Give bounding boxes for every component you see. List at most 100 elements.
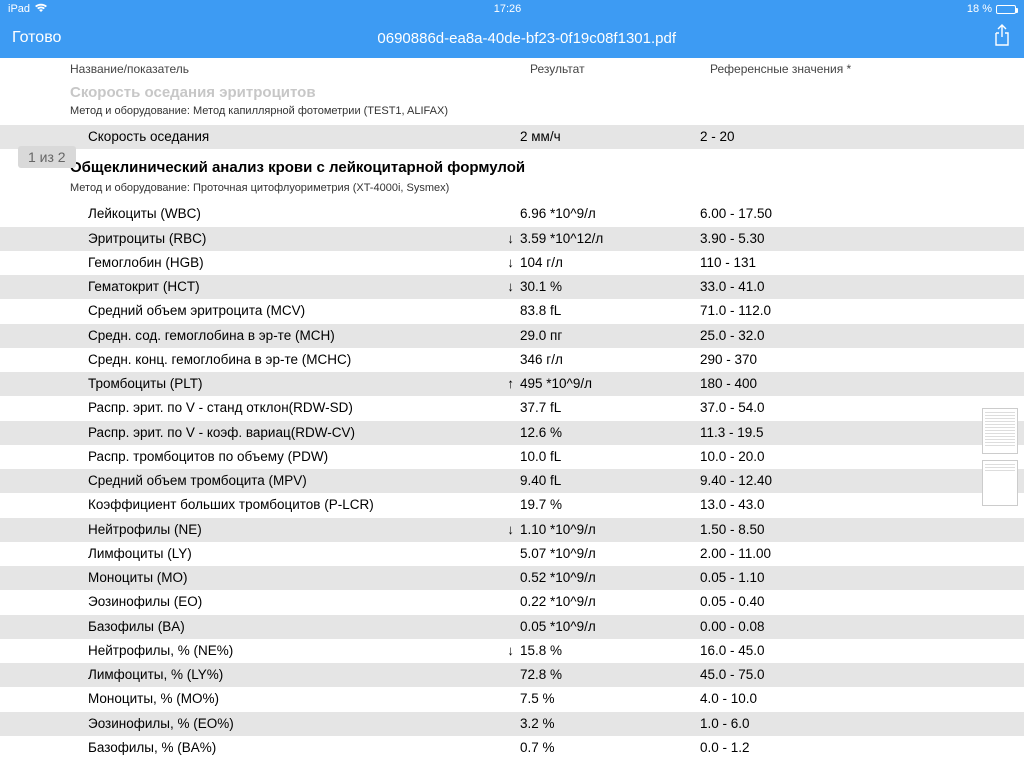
cell-name: Базофилы (BA) <box>0 617 500 637</box>
cell-result: 3.59 *10^12/л <box>520 229 700 249</box>
table-row: Скорость оседания 2 мм/ч 2 - 20 <box>0 125 1024 149</box>
cell-result: 19.7 % <box>520 495 700 515</box>
table-row: Нейтрофилы, % (NE%)↓15.8 %16.0 - 45.0 <box>0 639 1024 663</box>
thumbnail-page-2[interactable] <box>982 460 1018 506</box>
cell-arrow: ↓ <box>500 641 520 661</box>
table-row: Лимфоциты (LY)5.07 *10^9/л2.00 - 11.00 <box>0 542 1024 566</box>
cell-ref: 0.05 - 1.10 <box>700 568 920 588</box>
cell-arrow: ↑ <box>500 374 520 394</box>
cell-ref: 290 - 370 <box>700 350 920 370</box>
table-row: Распр. эрит. по V - станд отклон(RDW-SD)… <box>0 396 1024 420</box>
cell-result: 6.96 *10^9/л <box>520 204 700 224</box>
section2-title: Общеклинический анализ крови с лейкоцита… <box>0 149 1024 180</box>
table-row: Гематокрит (HCT)↓30.1 %33.0 - 41.0 <box>0 275 1024 299</box>
cell-result: 0.52 *10^9/л <box>520 568 700 588</box>
document-content[interactable]: 1 из 2 Название/показатель Результат Реф… <box>0 58 1024 768</box>
share-button[interactable] <box>992 24 1012 53</box>
battery-icon <box>996 5 1016 14</box>
table-row: Средний объем тромбоцита (MPV)9.40 fL9.4… <box>0 469 1024 493</box>
cell-name: Гемоглобин (HGB) <box>0 253 500 273</box>
table-row: Эозинофилы (EO)0.22 *10^9/л0.05 - 0.40 <box>0 590 1024 614</box>
cell-name: Эозинофилы, % (EO%) <box>0 714 500 734</box>
cell-ref: 1.0 - 6.0 <box>700 714 920 734</box>
cell-name: Распр. тромбоцитов по объему (PDW) <box>0 447 500 467</box>
cell-ref: 1.50 - 8.50 <box>700 520 920 540</box>
cell-ref: 9.40 - 12.40 <box>700 471 920 491</box>
cell-arrow: ↓ <box>500 229 520 249</box>
cell-result: 37.7 fL <box>520 398 700 418</box>
table-row: Средн. конц. гемоглобина в эр-те (MCHC) 3… <box>0 348 1024 372</box>
cell-ref: 2 - 20 <box>700 127 920 147</box>
table-row: Лейкоциты (WBC)6.96 *10^9/л6.00 - 17.50 <box>0 202 1024 226</box>
cell-arrow: ↓ <box>500 277 520 297</box>
cell-result: 5.07 *10^9/л <box>520 544 700 564</box>
cell-name: Эозинофилы (EO) <box>0 592 500 612</box>
cell-result: 495 *10^9/л <box>520 374 700 394</box>
cell-ref: 16.0 - 45.0 <box>700 641 920 661</box>
status-time: 17:26 <box>494 3 522 15</box>
table-row: Базофилы, % (BA%)0.7 %0.0 - 1.2 <box>0 736 1024 760</box>
cell-name: Средн. конц. гемоглобина в эр-те (MCHC) <box>0 350 500 370</box>
table-row: Моноциты, % (MO%) 7.5 %4.0 - 10.0 <box>0 687 1024 711</box>
cell-result: 2 мм/ч <box>520 127 700 147</box>
cell-name: Нейтрофилы, % (NE%) <box>0 641 500 661</box>
cell-name: Моноциты, % (MO%) <box>0 689 500 709</box>
cell-name: Коэффициент больших тромбоцитов (P-LCR) <box>0 495 500 515</box>
cell-ref: 4.0 - 10.0 <box>700 689 920 709</box>
cell-ref: 0.00 - 0.08 <box>700 617 920 637</box>
table-row: Распр. тромбоцитов по объему (PDW) 10.0 f… <box>0 445 1024 469</box>
cell-result: 0.05 *10^9/л <box>520 617 700 637</box>
cell-name: Гематокрит (HCT) <box>0 277 500 297</box>
cell-name: Лимфоциты, % (LY%) <box>0 665 500 685</box>
cell-ref: 37.0 - 54.0 <box>700 398 920 418</box>
table-row: Гемоглобин (HGB)↓104 г/л110 - 131 <box>0 251 1024 275</box>
cell-name: Лейкоциты (WBC) <box>0 204 500 224</box>
cell-result: 0.22 *10^9/л <box>520 592 700 612</box>
cell-result: 346 г/л <box>520 350 700 370</box>
device-label: iPad <box>8 3 30 15</box>
cell-ref: 11.3 - 19.5 <box>700 423 920 443</box>
cell-result: 9.40 fL <box>520 471 700 491</box>
cell-ref: 45.0 - 75.0 <box>700 665 920 685</box>
cell-ref: 25.0 - 32.0 <box>700 326 920 346</box>
cell-result: 7.5 % <box>520 689 700 709</box>
table-row: Тромбоциты (PLT)↑495 *10^9/л180 - 400 <box>0 372 1024 396</box>
cell-ref: 110 - 131 <box>700 253 920 273</box>
cell-name: Средн. сод. гемоглобина в эр-те (MCH) <box>0 326 500 346</box>
table-header: Название/показатель Результат Референсны… <box>0 58 1024 82</box>
section1-method: Метод и оборудование: Метод капиллярной … <box>0 103 1024 125</box>
cell-result: 12.6 % <box>520 423 700 443</box>
cell-name: Распр. эрит. по V - коэф. вариац(RDW-CV) <box>0 423 500 443</box>
section2-method: Метод и оборудование: Проточная цитофлуо… <box>0 180 1024 202</box>
section1-title: Скорость оседания эритроцитов <box>0 82 1024 103</box>
cell-result: 0.7 % <box>520 738 700 758</box>
cell-name: Тромбоциты (PLT) <box>0 374 500 394</box>
cell-result: 30.1 % <box>520 277 700 297</box>
table-row: Нейтрофилы (NE)↓1.10 *10^9/л1.50 - 8.50 <box>0 518 1024 542</box>
cell-result: 72.8 % <box>520 665 700 685</box>
table-row: Базофилы (BA) 0.05 *10^9/л0.00 - 0.08 <box>0 615 1024 639</box>
status-bar: iPad 17:26 18 % <box>0 0 1024 18</box>
cell-result: 104 г/л <box>520 253 700 273</box>
page-thumbnails[interactable] <box>982 408 1018 512</box>
cell-arrow: ↓ <box>500 253 520 273</box>
battery-percent: 18 % <box>967 3 992 15</box>
cell-ref: 180 - 400 <box>700 374 920 394</box>
cell-name: Эритроциты (RBC) <box>0 229 500 249</box>
cell-result: 3.2 % <box>520 714 700 734</box>
done-button[interactable]: Готово <box>12 29 61 47</box>
page-indicator: 1 из 2 <box>18 146 76 168</box>
cell-name: Лимфоциты (LY) <box>0 544 500 564</box>
cell-name: Скорость оседания <box>0 127 500 147</box>
thumbnail-page-1[interactable] <box>982 408 1018 454</box>
cell-arrow: ↓ <box>500 520 520 540</box>
share-icon <box>992 24 1012 48</box>
cell-result: 10.0 fL <box>520 447 700 467</box>
wifi-icon <box>34 3 48 16</box>
cell-result: 83.8 fL <box>520 301 700 321</box>
cell-ref: 13.0 - 43.0 <box>700 495 920 515</box>
footnote: * - Референсные значения приводятся с уч… <box>0 760 1024 768</box>
cell-ref: 3.90 - 5.30 <box>700 229 920 249</box>
header-result: Результат <box>530 62 710 76</box>
table-row: Коэффициент больших тромбоцитов (P-LCR) 1… <box>0 493 1024 517</box>
